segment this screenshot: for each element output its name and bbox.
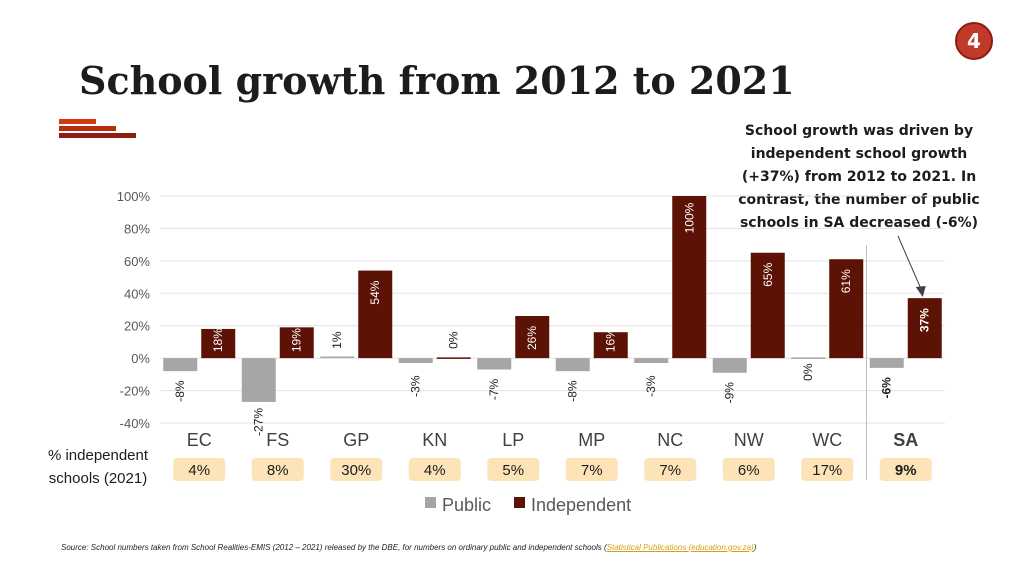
- public-value-label: -9%: [723, 382, 737, 404]
- share-value: 9%: [895, 462, 917, 479]
- public-bar: [477, 358, 512, 370]
- y-tick-label: 100%: [117, 189, 151, 204]
- category-label: EC: [187, 430, 212, 450]
- category-label: LP: [502, 430, 524, 450]
- public-value-label: -3%: [409, 375, 423, 397]
- public-bar: [398, 358, 433, 364]
- independent-value-label: 0%: [447, 331, 461, 349]
- share-badge: [487, 458, 540, 481]
- category-label: WC: [812, 430, 842, 450]
- independent-value-label: 16%: [604, 328, 618, 352]
- public-value-label: -27%: [252, 408, 266, 436]
- public-value-label: -8%: [173, 380, 187, 402]
- share-value: 5%: [502, 462, 524, 479]
- callout-text: School growth was driven by independent …: [738, 123, 980, 231]
- independent-value-label: 18%: [211, 328, 225, 352]
- independent-bar: [436, 357, 471, 359]
- share-value: 7%: [581, 462, 603, 479]
- source-note: Source: School numbers taken from School…: [61, 543, 756, 552]
- source-suffix: ): [753, 543, 757, 552]
- deco-bar-3: [59, 133, 136, 138]
- public-bar: [791, 357, 826, 359]
- legend-label-public: Public: [442, 495, 491, 515]
- independent-value-label: 61%: [839, 269, 853, 293]
- public-value-label: -7%: [487, 378, 501, 400]
- category-label: FS: [266, 430, 289, 450]
- public-value-label: -3%: [644, 375, 658, 397]
- page-number-badge: 4: [955, 22, 993, 60]
- share-badge: [879, 458, 932, 481]
- share-badge: [801, 458, 854, 481]
- independent-bar: [750, 252, 785, 359]
- category-label: NC: [657, 430, 683, 450]
- category-label: SA: [893, 430, 918, 450]
- independent-value-label: 37%: [918, 308, 932, 332]
- independent-value-label: 26%: [525, 326, 539, 350]
- public-value-label: 1%: [330, 331, 344, 349]
- share-value: 7%: [659, 462, 681, 479]
- independent-bar: [279, 327, 314, 359]
- independent-value-label: 100%: [682, 202, 696, 233]
- legend-label-independent: Independent: [531, 495, 631, 515]
- share-value: 8%: [267, 462, 289, 479]
- deco-bar-1: [59, 119, 96, 124]
- y-tick-label: 0%: [131, 351, 150, 366]
- category-label: MP: [578, 430, 605, 450]
- share-badge: [408, 458, 461, 481]
- source-link[interactable]: Statistical Publications (education.gov.…: [606, 543, 754, 552]
- public-bar: [712, 358, 747, 373]
- y-tick-label: -20%: [120, 384, 151, 399]
- category-label: NW: [734, 430, 764, 450]
- public-bar: [634, 358, 669, 364]
- callout-arrowhead: [915, 286, 926, 297]
- callout-arrow-line: [897, 235, 924, 294]
- share-badge: [644, 458, 697, 481]
- y-tick-label: -40%: [120, 416, 151, 431]
- share-value: 30%: [341, 462, 371, 479]
- share-value: 4%: [424, 462, 446, 479]
- y-tick-label: 60%: [124, 254, 150, 269]
- legend-swatch-independent: [514, 497, 525, 508]
- public-value-label: -8%: [566, 380, 580, 402]
- public-bar: [163, 358, 198, 372]
- category-label: KN: [422, 430, 447, 450]
- independent-value-label: 65%: [761, 262, 775, 286]
- public-value-label: 0%: [801, 363, 815, 381]
- share-badge: [173, 458, 226, 481]
- source-prefix: Source: School numbers taken from School…: [61, 543, 607, 552]
- y-tick-label: 80%: [124, 221, 150, 236]
- category-label: GP: [343, 430, 369, 450]
- deco-bar-2: [59, 126, 116, 131]
- share-badge: [251, 458, 304, 481]
- share-value: 4%: [188, 462, 210, 479]
- share-value: 6%: [738, 462, 760, 479]
- independent-bar: [515, 315, 550, 359]
- slide-title: School growth from 2012 to 2021: [79, 58, 795, 103]
- y-tick-label: 20%: [124, 319, 150, 334]
- independent-value-label: 54%: [368, 280, 382, 304]
- public-bar: [241, 358, 276, 402]
- independent-bar: [201, 328, 236, 359]
- share-value: 17%: [812, 462, 842, 479]
- public-bar: [555, 358, 590, 372]
- public-bar: [320, 356, 355, 359]
- y-tick-label: 40%: [124, 286, 150, 301]
- independent-bar: [672, 196, 707, 359]
- title-decoration: [59, 119, 136, 140]
- independent-bar: [593, 332, 628, 359]
- share-row-label-line1: % independent: [48, 447, 149, 464]
- share-badge: [330, 458, 383, 481]
- share-badge: [722, 458, 775, 481]
- share-badge: [565, 458, 618, 481]
- legend-swatch-public: [425, 497, 436, 508]
- public-bar: [869, 358, 904, 368]
- public-value-label: -6%: [880, 377, 894, 399]
- independent-bar: [829, 259, 864, 359]
- share-row-label-line2: schools (2021): [49, 470, 147, 487]
- independent-bar: [907, 298, 942, 359]
- independent-value-label: 19%: [290, 328, 304, 352]
- independent-bar: [358, 270, 393, 359]
